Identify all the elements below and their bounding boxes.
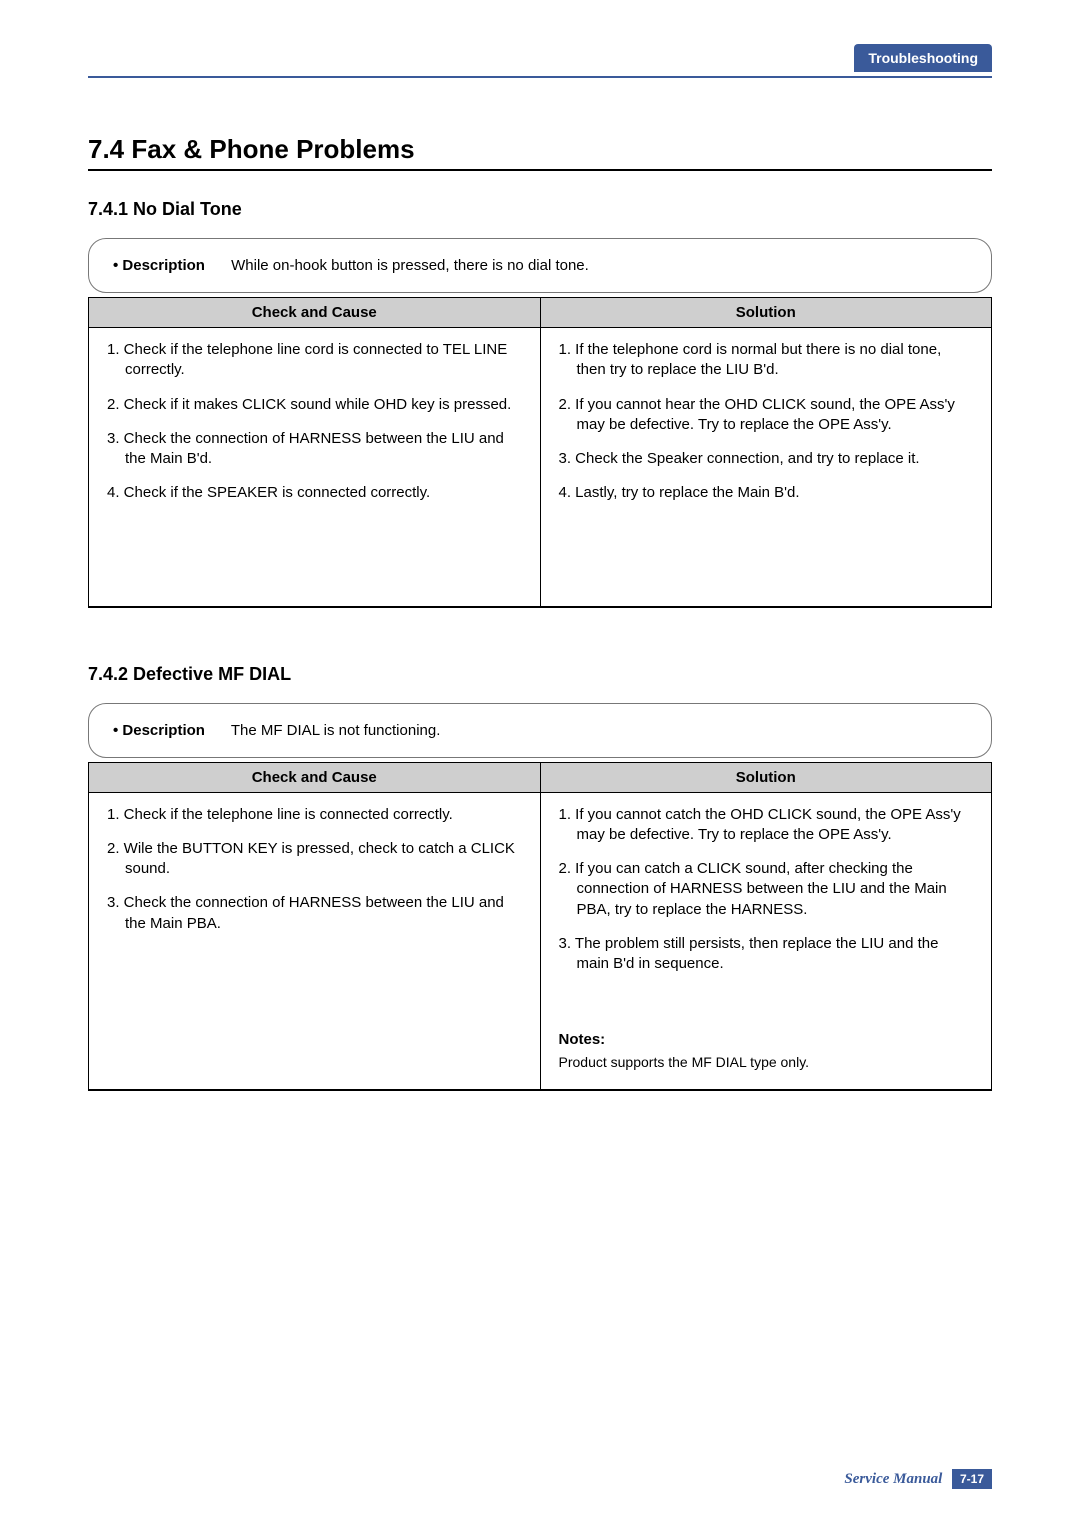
check-item: 1. Check if the telephone line cord is c…: [107, 340, 522, 381]
section-title: 7.4 Fax & Phone Problems: [88, 134, 992, 171]
header-bar: Troubleshooting: [88, 44, 992, 70]
solution-item: 1. If you cannot catch the OHD CLICK sou…: [559, 805, 974, 846]
solution-item: 2. If you cannot hear the OHD CLICK soun…: [559, 395, 974, 436]
description-label-1: • Description: [113, 257, 205, 274]
check-item: 4. Check if the SPEAKER is connected cor…: [107, 483, 522, 503]
col-check-1: Check and Cause: [89, 298, 541, 328]
header-rule: [88, 76, 992, 78]
trouble-table-1: Check and Cause Solution 1. Check if the…: [88, 297, 992, 608]
check-item: 2. Check if it makes CLICK sound while O…: [107, 395, 522, 415]
solutions-cell-2: 1. If you cannot catch the OHD CLICK sou…: [540, 792, 992, 1090]
description-text-2: The MF DIAL is not functioning.: [231, 722, 441, 739]
check-item: 2. Wile the BUTTON KEY is pressed, check…: [107, 839, 522, 880]
footer-page: 7-17: [952, 1469, 992, 1489]
solution-item: 1. If the telephone cord is normal but t…: [559, 340, 974, 381]
subsection-heading-1: 7.4.1 No Dial Tone: [88, 199, 992, 220]
col-solution-2: Solution: [540, 762, 992, 792]
spacer: [107, 518, 522, 588]
solution-item: 2. If you can catch a CLICK sound, after…: [559, 859, 974, 920]
notes-text: Product supports the MF DIAL type only.: [559, 1053, 974, 1072]
solution-item: 3. Check the Speaker connection, and try…: [559, 449, 974, 469]
check-item: 3. Check the connection of HARNESS betwe…: [107, 893, 522, 934]
solution-item: 4. Lastly, try to replace the Main B'd.: [559, 483, 974, 503]
trouble-table-2: Check and Cause Solution 1. Check if the…: [88, 762, 992, 1092]
subsection-heading-2: 7.4.2 Defective MF DIAL: [88, 664, 992, 685]
description-box-2: • Description The MF DIAL is not functio…: [88, 703, 992, 758]
col-solution-1: Solution: [540, 298, 992, 328]
solution-item: 3. The problem still persists, then repl…: [559, 934, 974, 975]
description-box-1: • Description While on-hook button is pr…: [88, 238, 992, 293]
notes-label: Notes:: [559, 1030, 974, 1050]
footer: Service Manual 7-17: [844, 1471, 992, 1488]
col-check-2: Check and Cause: [89, 762, 541, 792]
header-tab: Troubleshooting: [854, 44, 992, 72]
description-label-2: • Description: [113, 722, 205, 739]
solutions-cell-1: 1. If the telephone cord is normal but t…: [540, 328, 992, 607]
check-item: 3. Check the connection of HARNESS betwe…: [107, 429, 522, 470]
footer-title: Service Manual: [844, 1471, 942, 1487]
checks-cell-2: 1. Check if the telephone line is connec…: [89, 792, 541, 1090]
page: Troubleshooting 7.4 Fax & Phone Problems…: [0, 0, 1080, 1187]
check-item: 1. Check if the telephone line is connec…: [107, 805, 522, 825]
checks-cell-1: 1. Check if the telephone line cord is c…: [89, 328, 541, 607]
description-text-1: While on-hook button is pressed, there i…: [231, 257, 589, 274]
